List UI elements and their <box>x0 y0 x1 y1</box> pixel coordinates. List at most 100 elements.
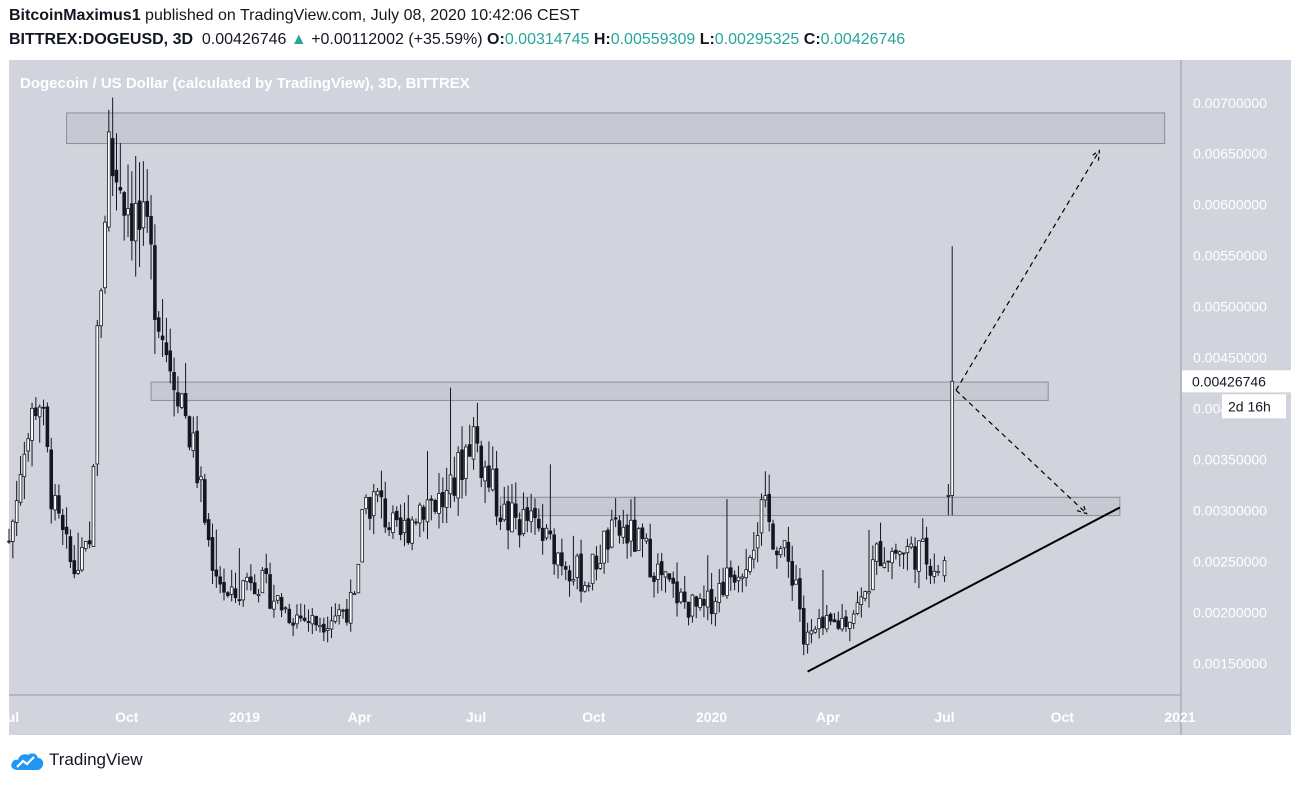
candle-body <box>840 617 844 630</box>
candle-body <box>487 465 491 488</box>
candle-body <box>368 497 372 519</box>
y-tick-label: 0.00500000 <box>1193 299 1267 315</box>
candle-body <box>721 581 725 596</box>
x-tick-label: 2020 <box>696 709 727 725</box>
candle-body <box>153 245 157 320</box>
candle-body <box>433 499 437 512</box>
author-name[interactable]: BitcoinMaximus1 <box>9 7 141 24</box>
candle-body <box>813 628 818 633</box>
candle-body <box>287 608 292 624</box>
candle-body <box>942 560 947 577</box>
candle-body <box>394 510 399 521</box>
countdown-label: 2d 16h <box>1228 398 1271 414</box>
candle-body <box>571 579 576 582</box>
candle-body <box>510 502 514 533</box>
candle-body <box>636 528 641 552</box>
candle-body <box>34 407 38 417</box>
candle-body <box>245 576 249 583</box>
candle-body <box>506 501 510 531</box>
chart-title: Dogecoin / US Dollar (calculated by Trad… <box>20 75 470 92</box>
candle-body <box>103 221 107 289</box>
candle-body <box>448 474 453 495</box>
candle-body <box>494 468 499 517</box>
candle-body <box>183 393 188 417</box>
candle-body <box>214 569 219 577</box>
candle-body <box>191 432 196 451</box>
candle-body <box>851 613 856 624</box>
x-tick-label: Oct <box>582 709 606 725</box>
candle-body <box>890 551 894 564</box>
x-tick-label: Jul <box>466 709 486 725</box>
candle-body <box>778 548 783 556</box>
candle-body <box>352 593 357 595</box>
candle-body <box>222 582 226 593</box>
zone-rectangle <box>499 496 1121 517</box>
candle-body <box>855 602 860 614</box>
price-chart[interactable]: 0.00150000 0.00200000 0.00250000 0.00300000… <box>0 0 1300 740</box>
candle-body <box>679 591 683 603</box>
candle-body <box>913 546 917 570</box>
candle-body <box>329 620 334 630</box>
candle-body <box>702 599 706 606</box>
candle-body <box>471 426 476 460</box>
candle-body <box>272 600 276 610</box>
tradingview-brand[interactable]: TradingView <box>49 750 143 769</box>
candle-body <box>333 615 338 622</box>
candle-body <box>441 492 445 508</box>
x-tick-label: 2021 <box>1164 709 1195 725</box>
candle-body <box>609 519 614 548</box>
candle-body <box>709 589 714 615</box>
candle-body <box>195 430 199 484</box>
candle-body <box>656 563 660 580</box>
candle-body <box>548 530 553 535</box>
candle-body <box>698 598 702 609</box>
candle-body <box>936 570 940 574</box>
candle-body <box>640 527 645 540</box>
candle-body <box>72 560 77 575</box>
candle-body <box>160 335 165 341</box>
candle-body <box>946 495 951 497</box>
candle-body <box>41 406 46 409</box>
candle-body <box>786 541 791 562</box>
candle-body <box>18 474 23 503</box>
candle-body <box>464 446 468 479</box>
candle-body <box>264 568 269 575</box>
candle-body <box>932 570 937 577</box>
candle-body <box>299 615 303 619</box>
candle-body <box>218 576 222 585</box>
candle-body <box>452 477 457 496</box>
candle-body <box>928 565 933 576</box>
x-tick-label: 2019 <box>229 709 260 725</box>
candle-body <box>817 618 821 630</box>
high-value: 0.00559309 <box>610 31 696 48</box>
candle-body <box>832 619 837 623</box>
candle-body <box>924 537 929 565</box>
candle-body <box>621 526 626 538</box>
candle-body <box>279 597 284 611</box>
candle-body <box>874 543 879 562</box>
candle-body <box>905 546 910 554</box>
x-tick-label: Apr <box>348 709 373 725</box>
candle-body <box>667 573 672 580</box>
candle-body <box>694 596 699 607</box>
candle-body <box>7 540 11 543</box>
candle-body <box>11 520 15 542</box>
candle-body <box>345 608 349 623</box>
candle-body <box>479 445 484 478</box>
tradingview-cloud-icon[interactable] <box>9 748 45 772</box>
candle-body <box>498 517 503 522</box>
candle-body <box>583 585 587 592</box>
candle-body <box>579 553 583 592</box>
candle-body <box>283 607 288 610</box>
y-tick-label: 0.00450000 <box>1193 350 1267 366</box>
x-tick-label: Jul <box>934 709 954 725</box>
candle-body <box>249 576 253 584</box>
candle-body <box>805 631 810 646</box>
candle-body <box>379 490 384 498</box>
candle-body <box>414 521 418 524</box>
candle-body <box>306 621 311 623</box>
candle-body <box>421 506 426 520</box>
candle-body <box>514 503 518 518</box>
candle-body <box>375 490 380 496</box>
candle-body <box>322 623 326 633</box>
